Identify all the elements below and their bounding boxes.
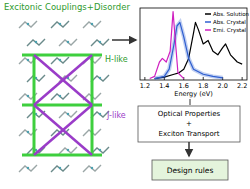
atom bbox=[27, 167, 29, 169]
x-tick-label: 1.2 bbox=[140, 82, 150, 90]
molecule bbox=[91, 147, 109, 154]
crystal-structure bbox=[19, 21, 109, 172]
molecule bbox=[91, 39, 109, 46]
molecule bbox=[59, 147, 77, 154]
molecule bbox=[19, 21, 37, 28]
molecule bbox=[59, 39, 77, 46]
molecule bbox=[19, 165, 37, 172]
x-tick-label: 1.8 bbox=[198, 82, 208, 90]
atom bbox=[99, 41, 101, 43]
legend-swatch bbox=[205, 13, 211, 15]
legend-label: Abs. Solution bbox=[213, 11, 250, 17]
atom bbox=[59, 167, 61, 169]
molecule bbox=[51, 165, 69, 172]
molecule bbox=[27, 39, 45, 46]
design-text: Design rules bbox=[167, 166, 214, 175]
arrow bbox=[112, 39, 136, 41]
atom bbox=[99, 149, 101, 151]
x-tick-label: 1.4 bbox=[159, 82, 169, 90]
molecule bbox=[83, 21, 101, 28]
x-axis-label: Energy (eV) bbox=[174, 90, 212, 98]
molecule bbox=[27, 75, 45, 82]
molecule bbox=[59, 111, 77, 118]
atom bbox=[67, 113, 69, 115]
properties-text: Optical Properties bbox=[158, 110, 221, 118]
x-tick bbox=[203, 77, 204, 80]
molecule bbox=[51, 21, 69, 28]
j-coupling bbox=[34, 105, 92, 155]
atom bbox=[91, 23, 93, 25]
x-tick bbox=[242, 77, 243, 80]
atom bbox=[59, 95, 61, 97]
atom bbox=[67, 41, 69, 43]
legend-swatch bbox=[205, 21, 211, 23]
j-like-label: J-like bbox=[106, 111, 126, 120]
j-coupling bbox=[34, 105, 92, 155]
legend-label: Abs. Crystal bbox=[213, 19, 246, 26]
molecule bbox=[51, 93, 69, 100]
molecule bbox=[91, 75, 109, 82]
atom bbox=[27, 23, 29, 25]
series-line bbox=[150, 12, 184, 79]
atom bbox=[27, 131, 29, 133]
atom bbox=[59, 59, 61, 61]
atom bbox=[59, 23, 61, 25]
atom bbox=[27, 59, 29, 61]
design-box bbox=[152, 160, 228, 180]
properties-text: + bbox=[186, 120, 192, 128]
x-tick bbox=[144, 77, 145, 80]
atom bbox=[35, 41, 37, 43]
legend-swatch bbox=[205, 29, 211, 31]
atom bbox=[91, 167, 93, 169]
legend-label: Emi. Crystal bbox=[213, 27, 247, 34]
arrow bbox=[188, 142, 190, 156]
j-coupling bbox=[34, 55, 92, 105]
atom bbox=[27, 95, 29, 97]
molecule bbox=[51, 57, 69, 64]
arrow bbox=[190, 99, 191, 105]
atom bbox=[99, 113, 101, 115]
plot-frame bbox=[140, 8, 247, 80]
atom bbox=[99, 77, 101, 79]
x-tick-label: 2.0 bbox=[218, 82, 228, 90]
properties-text: Exciton Transport bbox=[159, 130, 220, 138]
title: Excitonic Couplings+Disorder bbox=[4, 2, 130, 12]
properties-box bbox=[138, 106, 240, 142]
atom bbox=[67, 149, 69, 151]
h-like-label: H-like bbox=[105, 55, 128, 64]
x-tick-label: 2.2 bbox=[237, 82, 247, 90]
j-coupling bbox=[34, 55, 92, 105]
x-tick-label: 1.6 bbox=[179, 82, 189, 90]
molecule bbox=[83, 165, 101, 172]
